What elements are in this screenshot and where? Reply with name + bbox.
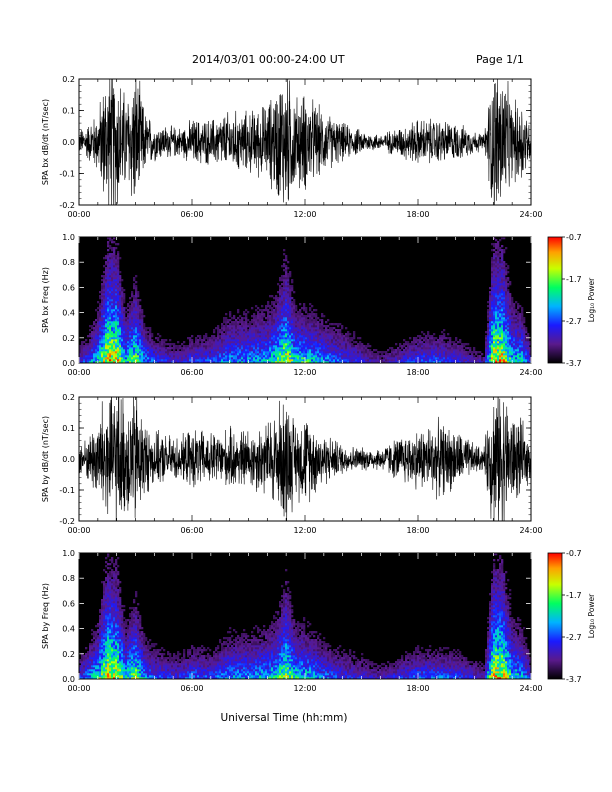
by-dbdt-xtick-label: 12:00 xyxy=(293,526,316,535)
by-dbdt-xtick-label: 00:00 xyxy=(67,526,90,535)
by-dbdt-xtick-label: 24:00 xyxy=(519,526,542,535)
bx-dbdt-panel: -0.2 -0.1 0.0 0.1 0.2 00:00 06:00 12:00 18:00 24:… xyxy=(41,75,543,219)
bx-spec-xtick-label: 24:00 xyxy=(519,368,542,377)
by-spec-xtick-label: 00:00 xyxy=(67,684,90,693)
bx-spec-xtick-label: 18:00 xyxy=(406,368,429,377)
by-spec-ytick-label: 0.0 xyxy=(62,675,75,684)
bx-spec-colorbar-tick-label: -0.7 xyxy=(566,233,582,242)
bx-dbdt-xtick-label: 24:00 xyxy=(519,210,542,219)
bx-spec-xtick-label: 06:00 xyxy=(180,368,203,377)
bx-spec-ytick-label: 0.2 xyxy=(62,334,75,343)
bx-spec-colorbar-label: Log₁₀ Power xyxy=(587,277,596,322)
bx-spec-colorbar: -0.7 -1.7 -2.7 -3.7 Log₁₀ Power xyxy=(547,233,596,368)
by-dbdt-ytick-label: 0.0 xyxy=(62,455,75,464)
by-spec-ytick-label: 0.4 xyxy=(62,625,75,634)
by-spec-heatmap-cells xyxy=(79,553,532,680)
bx-dbdt-series-line xyxy=(79,79,531,205)
by-dbdt-ytick-label: -0.1 xyxy=(59,486,75,495)
bx-dbdt-ytick-label: -0.1 xyxy=(59,170,75,179)
by-spec-colorbar-tick-label: -3.7 xyxy=(566,675,582,684)
bx-spec-ylabel: SPA bx Freq (Hz) xyxy=(41,267,50,333)
by-spec-colorbar-tick-label: -1.7 xyxy=(566,591,582,600)
by-dbdt-ytick-label: 0.1 xyxy=(62,424,75,433)
bx-spec-xtick-label: 12:00 xyxy=(293,368,316,377)
bx-spec-ytick-label: 1.0 xyxy=(62,233,75,242)
by-spec-xtick-label: 18:00 xyxy=(406,684,429,693)
by-spec-ytick-label: 0.2 xyxy=(62,650,75,659)
by-spec-ylabel: SPA by Freq (Hz) xyxy=(41,583,50,649)
by-dbdt-xtick-label: 06:00 xyxy=(180,526,203,535)
bx-dbdt-xtick-label: 00:00 xyxy=(67,210,90,219)
bx-spec-ytick-label: 0.4 xyxy=(62,309,75,318)
by-spec-colorbar: -0.7 -1.7 -2.7 -3.7 Log₁₀ Power xyxy=(547,549,596,684)
page-indicator: Page 1/1 xyxy=(476,53,524,66)
bx-dbdt-xtick-label: 18:00 xyxy=(406,210,429,219)
bx-spec-panel: 0.0 0.2 0.4 0.6 0.8 1.0 -0.7 -1.7 -2.7 -3.7 Log₁₀ … xyxy=(41,233,596,377)
by-spec-ytick-label: 0.6 xyxy=(62,599,75,608)
by-dbdt-panel: -0.2 -0.1 0.0 0.1 0.2 00:00 06:00 12:00 18:00 24:… xyxy=(41,393,543,535)
bx-spec-ytick-label: 0.6 xyxy=(62,283,75,292)
bx-spec-xtick-label: 00:00 xyxy=(67,368,90,377)
by-spec-xtick-label: 12:00 xyxy=(293,684,316,693)
bx-dbdt-ytick-label: 0.0 xyxy=(62,138,75,147)
bx-spec-colorbar-tick-label: -2.7 xyxy=(566,317,582,326)
by-dbdt-series-line xyxy=(79,397,531,521)
by-spec-xtick-label: 24:00 xyxy=(519,684,542,693)
bx-spec-ytick-label: 0.8 xyxy=(62,258,75,267)
bx-dbdt-ylabel: SPA bx dB/dt (nT/sec) xyxy=(41,99,50,185)
by-spec-ytick-label: 0.8 xyxy=(62,574,75,583)
bx-dbdt-ytick-label: 0.1 xyxy=(62,107,75,116)
bx-spec-ytick-label: 0.0 xyxy=(62,359,75,368)
bx-dbdt-ytick-label: -0.2 xyxy=(59,201,75,210)
by-spec-xtick-label: 06:00 xyxy=(180,684,203,693)
bx-spec-colorbar-tick-label: -3.7 xyxy=(566,359,582,368)
by-dbdt-ytick-label: -0.2 xyxy=(59,517,75,526)
by-dbdt-ylabel: SPA by dB/dt (nT/sec) xyxy=(41,416,50,502)
bx-dbdt-xtick-label: 12:00 xyxy=(293,210,316,219)
xaxis-label: Universal Time (hh:mm) xyxy=(221,712,348,724)
by-spec-colorbar-tick-label: -0.7 xyxy=(566,549,582,558)
bx-dbdt-xtick-label: 06:00 xyxy=(180,210,203,219)
bx-dbdt-ytick-label: 0.2 xyxy=(62,75,75,84)
by-spec-ytick-label: 1.0 xyxy=(62,549,75,558)
by-spec-colorbar-tick-label: -2.7 xyxy=(566,633,582,642)
bx-spec-colorbar-tick-label: -1.7 xyxy=(566,275,582,284)
by-spec-colorbar-label: Log₁₀ Power xyxy=(587,593,596,638)
by-dbdt-xtick-label: 18:00 xyxy=(406,526,429,535)
by-dbdt-ytick-label: 0.2 xyxy=(62,393,75,402)
by-spec-panel: 0.0 0.2 0.4 0.6 0.8 1.0 -0.7 -1.7 -2.7 -3.7 Log₁₀ … xyxy=(41,549,596,724)
bx-spec-heatmap-cells xyxy=(79,237,532,364)
date-range-title: 2014/03/01 00:00-24:00 UT xyxy=(192,53,345,66)
